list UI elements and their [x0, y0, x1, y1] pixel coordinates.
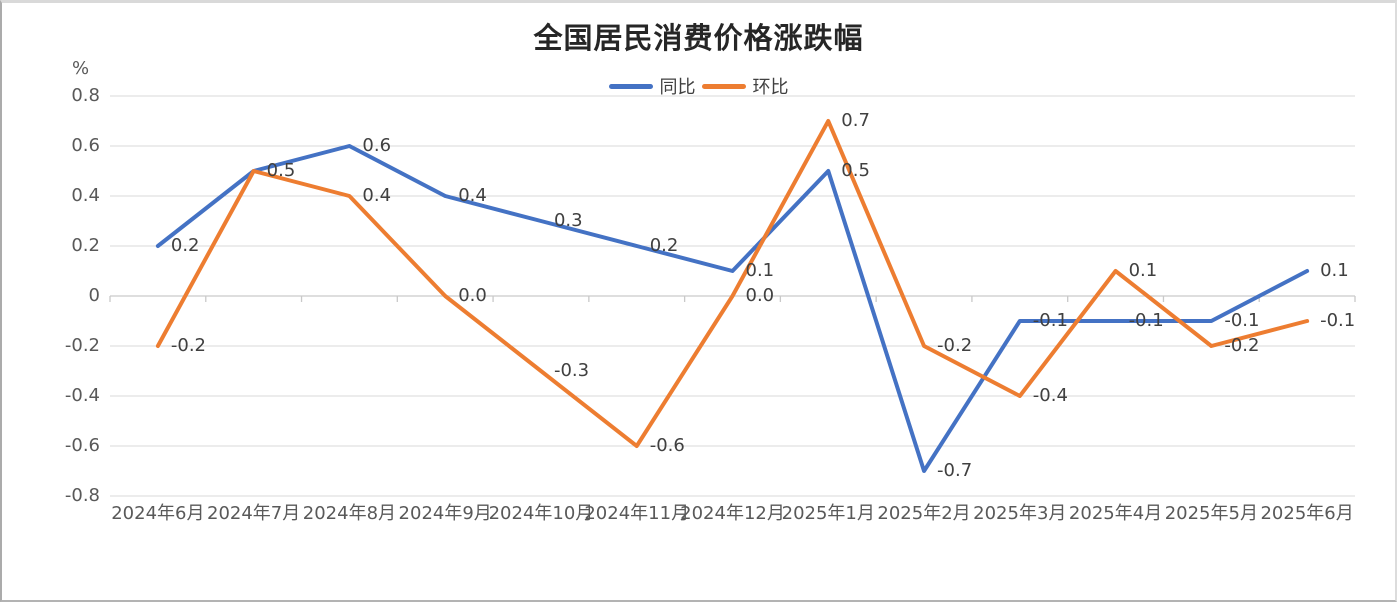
data-label-mom: -0.2: [170, 335, 206, 356]
y-tick-label: 0.4: [71, 185, 100, 206]
data-label-mom: 0.7: [841, 110, 870, 131]
data-label-yoy: -0.1: [1128, 310, 1164, 331]
data-label-mom: -0.1: [1320, 310, 1356, 331]
legend-label-yoy: 同比: [659, 77, 696, 98]
data-label-mom: -0.3: [553, 360, 590, 381]
y-tick-label: 0.2: [71, 235, 100, 256]
x-tick-label: 2025年2月: [877, 503, 971, 524]
legend: 同比 环比: [2, 73, 1395, 99]
series-line-yoy: [155, 144, 1310, 473]
y-tick-label: 0.6: [71, 135, 100, 156]
x-tick-label: 2025年3月: [973, 503, 1067, 524]
data-label-yoy: -0.1: [1224, 310, 1260, 331]
data-label-yoy: 0.1: [1320, 260, 1349, 281]
data-label-mom: 0.0: [745, 285, 775, 306]
legend-item-yoy: 同比: [608, 73, 696, 99]
data-label-yoy: 0.1: [745, 260, 775, 281]
data-label-yoy: 0.3: [553, 210, 583, 231]
data-label-mom: 0.1: [1128, 260, 1158, 281]
data-label-mom: 0.0: [458, 285, 487, 306]
data-label-yoy: 0.5: [266, 160, 296, 181]
data-label-mom: 0.4: [362, 185, 392, 206]
x-tick-label: 2025年4月: [1068, 503, 1163, 524]
y-tick-label: -0.4: [64, 385, 100, 406]
legend-swatch-yoy-line: [608, 83, 653, 89]
y-tick-label: -0.6: [64, 435, 100, 456]
x-tick-label: 2024年11月: [584, 503, 690, 524]
x-tick-label: 2024年8月: [302, 503, 397, 524]
chart-title: 全国居民消费价格涨跌幅: [533, 21, 864, 55]
x-tick-label: 2024年6月: [111, 503, 205, 524]
data-label-yoy: -0.7: [937, 460, 973, 481]
data-label-mom: -0.2: [937, 335, 973, 356]
plot-area: [109, 95, 1356, 497]
y-axis-unit-label: %: [72, 58, 90, 79]
legend-item-mom: 环比: [701, 73, 789, 99]
legend-swatch-mom-line: [701, 83, 746, 89]
data-label-yoy: 0.5: [841, 160, 870, 181]
y-tick-label: -0.8: [64, 485, 100, 506]
x-tick-label: 2025年1月: [781, 503, 875, 524]
data-label-yoy: 0.2: [649, 235, 679, 256]
y-tick-label: 0: [88, 285, 100, 306]
data-label-yoy: 0.2: [170, 235, 200, 256]
data-label-mom: -0.4: [1032, 385, 1068, 406]
data-label-yoy: 0.4: [458, 185, 487, 206]
x-tick-label: 2024年12月: [680, 503, 785, 524]
series-line-mom: [155, 119, 1310, 448]
y-tick-label: -0.2: [64, 335, 100, 356]
x-tick-label: 2025年5月: [1164, 503, 1258, 524]
x-tick-label: 2024年7月: [207, 503, 301, 524]
x-tick-label: 2025年6月: [1260, 503, 1354, 524]
data-label-yoy: 0.6: [362, 135, 392, 156]
x-tick-label: 2024年9月: [398, 503, 492, 524]
data-label-mom: -0.2: [1224, 335, 1260, 356]
data-label-mom: -0.6: [649, 435, 685, 456]
y-tick-label: 0.8: [71, 85, 100, 106]
data-label-yoy: -0.1: [1032, 310, 1068, 331]
x-tick-label: 2024年10月: [488, 503, 594, 524]
legend-label-mom: 环比: [752, 77, 789, 98]
